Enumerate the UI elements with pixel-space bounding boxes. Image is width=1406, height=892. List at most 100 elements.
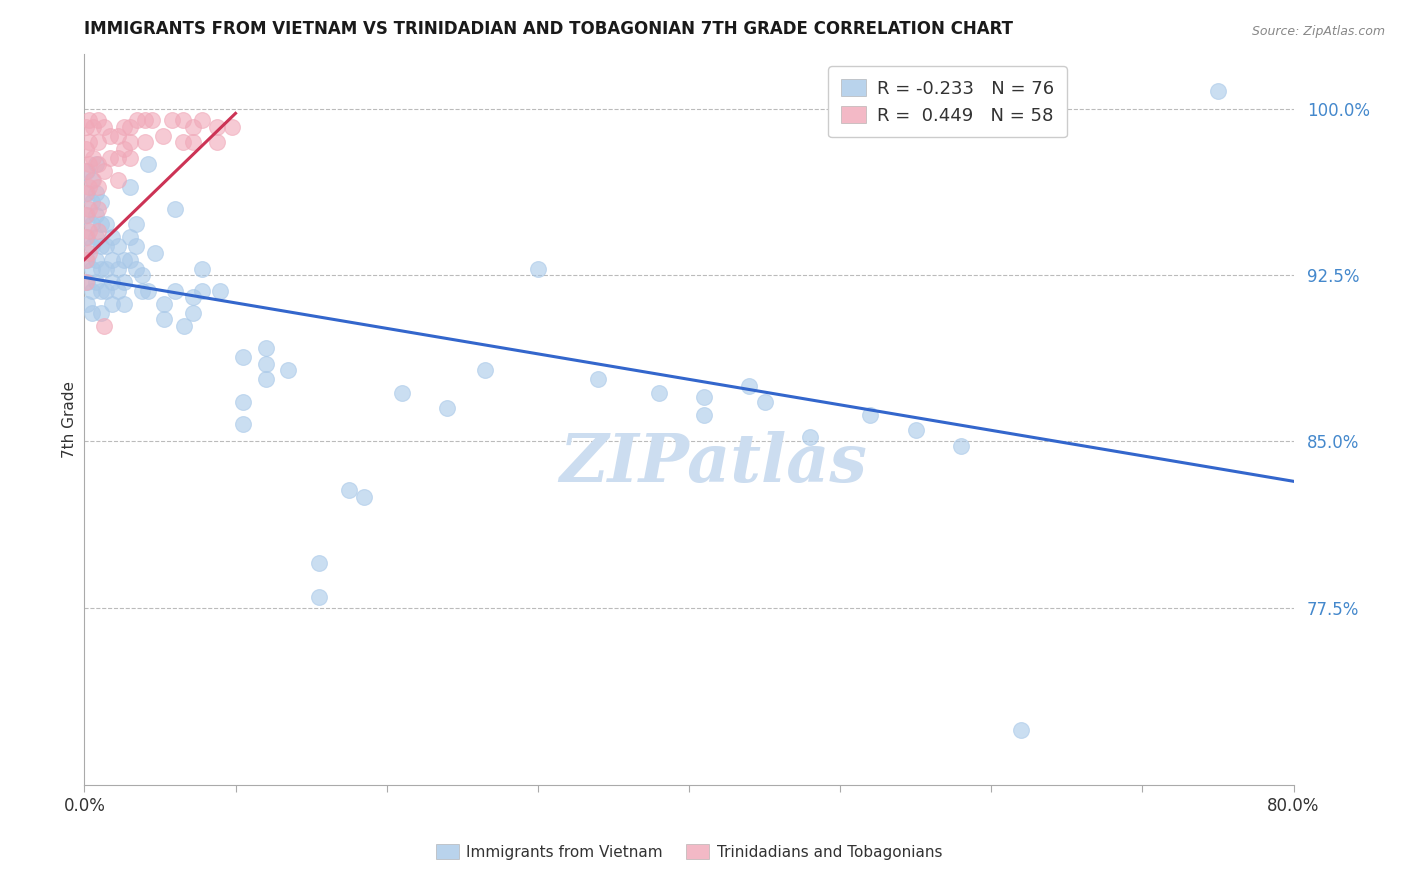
- Point: [93, 164, 115, 178]
- Point: [77, 179, 100, 194]
- Point: [107, 284, 129, 298]
- Point: [112, 252, 135, 267]
- Point: [181, 306, 204, 320]
- Point: [100, 297, 122, 311]
- Point: [754, 394, 776, 409]
- Point: [75, 186, 97, 201]
- Point: [152, 128, 174, 143]
- Point: [131, 268, 153, 282]
- Point: [254, 357, 277, 371]
- Point: [107, 151, 129, 165]
- Point: [118, 120, 141, 134]
- Point: [904, 423, 927, 437]
- Point: [75, 208, 97, 222]
- Point: [76, 252, 98, 267]
- Point: [1011, 723, 1033, 737]
- Point: [134, 113, 156, 128]
- Point: [145, 246, 167, 260]
- Point: [94, 217, 117, 231]
- Point: [181, 135, 204, 149]
- Point: [391, 385, 413, 400]
- Point: [107, 261, 129, 276]
- Point: [76, 186, 98, 201]
- Point: [80, 261, 103, 276]
- Point: [87, 135, 110, 149]
- Point: [125, 261, 148, 276]
- Point: [141, 113, 163, 128]
- Point: [98, 128, 121, 143]
- Point: [77, 202, 100, 216]
- Point: [693, 408, 716, 422]
- Point: [75, 120, 97, 134]
- Point: [131, 284, 153, 298]
- Point: [1206, 84, 1229, 98]
- Point: [153, 297, 176, 311]
- Point: [87, 113, 110, 128]
- Point: [112, 297, 135, 311]
- Point: [207, 135, 229, 149]
- Point: [80, 194, 103, 209]
- Point: [87, 179, 110, 194]
- Point: [254, 341, 277, 355]
- Point: [209, 284, 232, 298]
- Point: [153, 312, 176, 326]
- Point: [191, 113, 214, 128]
- Point: [738, 379, 761, 393]
- Point: [173, 319, 195, 334]
- Point: [118, 151, 141, 165]
- Point: [93, 319, 115, 334]
- Point: [353, 490, 375, 504]
- Point: [136, 157, 159, 171]
- Point: [80, 284, 103, 298]
- Point: [90, 261, 112, 276]
- Point: [77, 113, 100, 128]
- Point: [90, 284, 112, 298]
- Point: [107, 173, 129, 187]
- Point: [86, 275, 108, 289]
- Point: [80, 217, 103, 231]
- Point: [98, 151, 121, 165]
- Point: [112, 142, 135, 156]
- Point: [112, 275, 135, 289]
- Point: [588, 372, 610, 386]
- Point: [76, 208, 98, 222]
- Point: [75, 142, 97, 156]
- Point: [82, 120, 104, 134]
- Point: [86, 208, 108, 222]
- Text: ZIPatlas: ZIPatlas: [560, 431, 868, 496]
- Point: [118, 230, 141, 244]
- Point: [90, 306, 112, 320]
- Point: [94, 261, 117, 276]
- Point: [277, 363, 299, 377]
- Point: [118, 135, 141, 149]
- Point: [107, 128, 129, 143]
- Point: [859, 408, 882, 422]
- Point: [181, 290, 204, 304]
- Point: [86, 157, 108, 171]
- Point: [75, 230, 97, 244]
- Point: [127, 113, 149, 128]
- Point: [75, 252, 97, 267]
- Point: [100, 230, 122, 244]
- Point: [75, 275, 97, 289]
- Point: [76, 230, 98, 244]
- Point: [77, 246, 100, 260]
- Point: [77, 157, 100, 171]
- Point: [82, 173, 104, 187]
- Text: IMMIGRANTS FROM VIETNAM VS TRINIDADIAN AND TOBAGONIAN 7TH GRADE CORRELATION CHAR: IMMIGRANTS FROM VIETNAM VS TRINIDADIAN A…: [84, 21, 1014, 38]
- Point: [93, 120, 115, 134]
- Point: [232, 394, 254, 409]
- Point: [77, 135, 100, 149]
- Point: [160, 113, 183, 128]
- Point: [100, 275, 122, 289]
- Point: [648, 385, 671, 400]
- Legend: Immigrants from Vietnam, Trinidadians and Tobagonians: Immigrants from Vietnam, Trinidadians an…: [429, 837, 949, 867]
- Point: [118, 179, 141, 194]
- Point: [86, 252, 108, 267]
- Y-axis label: 7th Grade: 7th Grade: [62, 381, 77, 458]
- Point: [112, 120, 135, 134]
- Point: [90, 194, 112, 209]
- Point: [950, 439, 973, 453]
- Point: [232, 417, 254, 431]
- Point: [436, 401, 458, 416]
